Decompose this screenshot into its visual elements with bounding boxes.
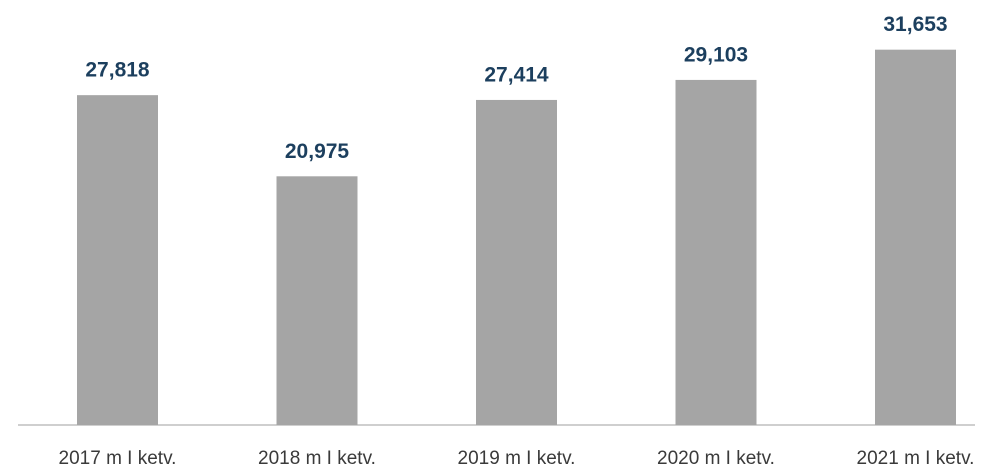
value-label: 27,414: [484, 63, 549, 86]
bar: [476, 99, 557, 425]
x-tick-label: 2018 m I ketv.: [258, 448, 376, 469]
value-label: 20,975: [285, 140, 350, 163]
value-label: 27,818: [85, 59, 150, 82]
bar: [276, 176, 358, 425]
bar: [77, 95, 158, 426]
value-label: 29,103: [684, 43, 748, 66]
x-tick-label: 2017 m I ketv.: [59, 448, 177, 469]
x-tick-label: 2021 m I ketv.: [857, 448, 975, 469]
bar: [875, 49, 956, 426]
value-label: 31,653: [883, 13, 947, 36]
x-tick-label: 2019 m I ketv.: [458, 448, 576, 469]
bar: [675, 79, 757, 425]
x-tick-label: 2020 m I ketv.: [657, 448, 775, 469]
